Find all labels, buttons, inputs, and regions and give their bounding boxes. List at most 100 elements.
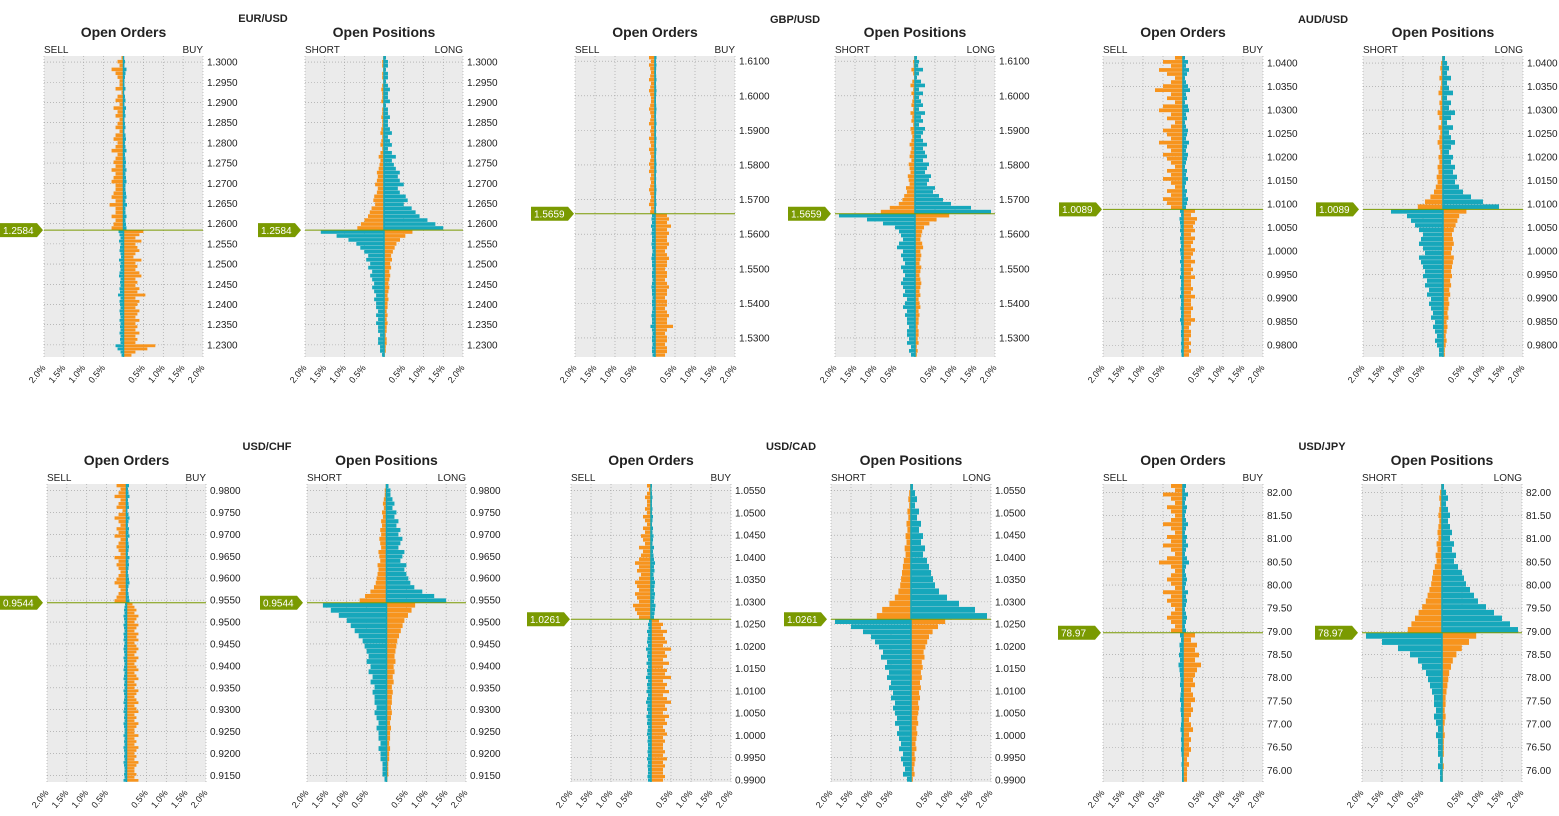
x-tick-label: 1.5% [169, 788, 190, 810]
bar-right [655, 271, 667, 275]
bar-right [651, 557, 654, 561]
x-tick-label: 0.5% [914, 788, 935, 810]
bar-left [320, 230, 384, 234]
bar-left [378, 746, 387, 751]
price-tag-shape [527, 612, 570, 627]
price-tag-label: 1.0089 [1319, 205, 1350, 216]
y-tick-label: 0.9150 [470, 771, 501, 782]
bar-right [1442, 763, 1444, 770]
bar-right [384, 273, 391, 278]
bar-right [915, 309, 919, 313]
x-tick-label: 1.5% [1365, 788, 1386, 810]
bar-right [386, 771, 389, 777]
price-tag-shape [784, 612, 827, 627]
bar-left [120, 280, 124, 284]
bar-left [380, 150, 384, 155]
bar-left [120, 290, 124, 294]
bar-left [381, 87, 384, 92]
bar-left [901, 233, 915, 238]
bar-right [1183, 168, 1187, 173]
bar-right [126, 656, 139, 660]
bar-left [1159, 68, 1183, 72]
bar-left [879, 644, 911, 650]
x-tick-label: 1.0% [1206, 788, 1227, 810]
bar-left [1441, 120, 1443, 125]
y-tick-label: 1.0050 [735, 709, 766, 720]
orders-price-tag: 1.0261 [527, 612, 570, 627]
open-orders-panel: 0.98000.97500.97000.96500.96000.95500.95… [30, 452, 241, 810]
bar-right [384, 325, 387, 329]
x-tick-label: 1.5% [1226, 363, 1247, 385]
bar-left [382, 75, 384, 80]
bar-right [651, 679, 663, 683]
bar-right [384, 349, 386, 353]
bar-left [120, 487, 127, 491]
bar-left [368, 265, 384, 270]
bar-left [651, 242, 655, 246]
y-tick-label: 1.0350 [735, 575, 766, 586]
x-tick-label: 1.5% [698, 363, 719, 385]
bar-right [126, 650, 137, 654]
price-tag-label: 1.2584 [3, 226, 34, 237]
bar-left [374, 710, 387, 716]
buy-label: BUY [182, 45, 203, 56]
price-tag-label: 1.0261 [530, 615, 561, 626]
bar-left [912, 115, 915, 119]
bar-right [1183, 132, 1187, 137]
bar-right [386, 488, 391, 493]
bar-left [646, 661, 651, 665]
bar-left [652, 349, 655, 354]
bar-right [655, 281, 667, 286]
bar-left [124, 698, 127, 702]
bar-left [1179, 667, 1183, 673]
bar-left [123, 779, 127, 782]
bar-left [652, 310, 655, 314]
bar-left [117, 59, 124, 64]
bar-right [1443, 297, 1449, 302]
bar-left [907, 317, 915, 321]
bar-right [126, 677, 139, 681]
bar-left [1181, 349, 1183, 353]
y-tick-label: 0.9350 [470, 683, 501, 694]
open-positions-title: Open Positions [333, 24, 436, 40]
bar-left [895, 700, 911, 706]
bar-left [652, 331, 655, 336]
bar-left [382, 95, 384, 100]
bar-left [647, 750, 651, 754]
bar-left [903, 249, 915, 254]
bar-right [386, 558, 401, 563]
bar-left [651, 206, 655, 210]
bar-left [907, 297, 915, 301]
bar-right [1183, 620, 1186, 624]
bar-left [645, 530, 651, 534]
y-tick-label: 1.0150 [995, 664, 1026, 675]
bar-left [1435, 552, 1442, 559]
bar-left [903, 257, 915, 262]
bar-left [1437, 179, 1443, 185]
y-tick-label: 1.0500 [735, 508, 766, 519]
y-tick-label: 82.00 [1526, 488, 1551, 499]
bar-left [1439, 495, 1442, 501]
bar-left [124, 776, 127, 779]
bar-left [899, 726, 911, 731]
bar-right [915, 190, 933, 194]
bar-left [115, 86, 124, 91]
bar-right [915, 103, 923, 107]
bar-left [377, 571, 387, 577]
bar-left [647, 672, 651, 676]
bar-right [915, 174, 931, 178]
y-tick-label: 1.2800 [207, 138, 238, 149]
bar-left [120, 242, 124, 246]
bar-right [911, 664, 923, 670]
bar-left [377, 186, 384, 191]
bar-left [1427, 278, 1443, 283]
bar-left [1181, 737, 1183, 742]
bar-right [911, 484, 913, 490]
bar-left [124, 704, 127, 708]
bar-right [1443, 95, 1447, 101]
bar-left [378, 329, 384, 333]
bar-right [126, 527, 129, 531]
bar-left [1175, 100, 1183, 105]
bar-right [123, 175, 126, 180]
bar-right [651, 774, 665, 779]
